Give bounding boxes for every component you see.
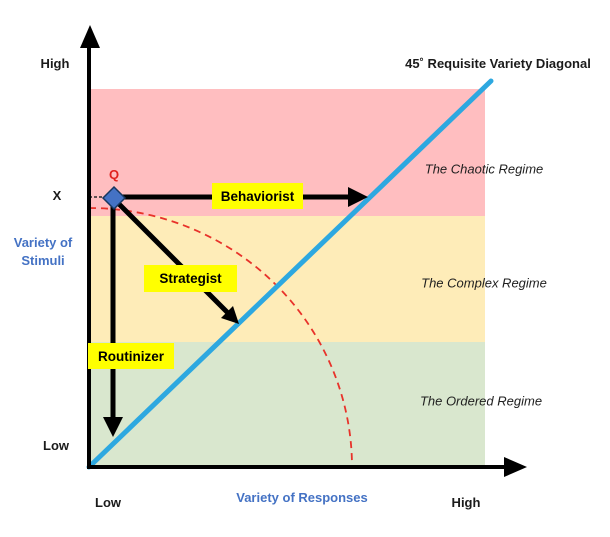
x-axis-high-label: High — [451, 494, 481, 510]
y-axis-low-label: Low — [43, 437, 69, 453]
y-axis-x-marker: X — [52, 187, 62, 203]
ordered-regime-label: The Ordered Regime — [419, 393, 543, 409]
strategist-tag: Strategist — [144, 265, 237, 292]
behaviorist-tag: Behaviorist — [212, 183, 303, 209]
x-axis-arrowhead-icon — [504, 457, 527, 477]
y-axis-high-label: High — [40, 55, 70, 71]
x-axis-title: Variety of Responses — [236, 489, 368, 505]
point-q-label: Q — [108, 166, 120, 182]
x-axis-low-label: Low — [95, 494, 121, 510]
complex-regime-label: The Complex Regime — [421, 275, 547, 291]
strategist-arrowhead-icon — [221, 306, 239, 324]
variety-arc-dashed — [88, 207, 353, 468]
chaotic-regime-label: The Chaotic Regime — [424, 161, 544, 177]
diagram-title: 45˚ Requisite Variety Diagonal — [405, 55, 591, 71]
point-q-diamond-marker — [101, 185, 127, 211]
behaviorist-arrowhead-icon — [348, 187, 368, 207]
y-axis-title-line1: Variety of — [13, 234, 73, 250]
y-axis-title-line2: Stimuli — [21, 252, 65, 268]
routinizer-arrowhead-icon — [103, 417, 123, 437]
routinizer-tag: Routinizer — [88, 343, 174, 369]
y-axis-arrowhead-icon — [80, 25, 100, 48]
strategist-arrow-shaft — [115, 200, 231, 316]
requisite-variety-diagonal-line — [86, 78, 494, 470]
